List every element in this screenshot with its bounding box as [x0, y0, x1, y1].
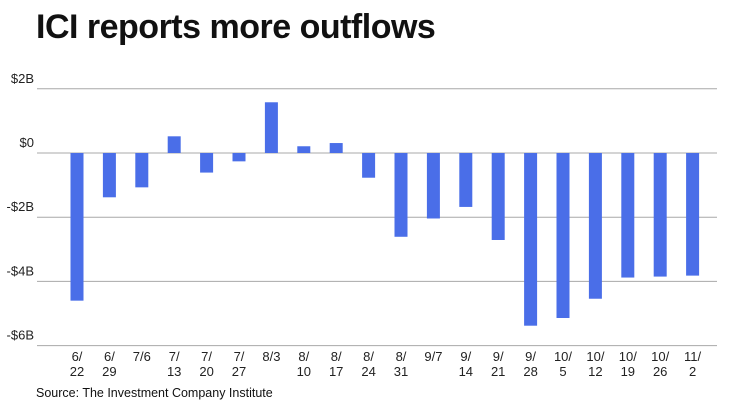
bar-10-26 — [653, 153, 667, 277]
x-tick-label: 21 — [491, 364, 505, 379]
x-tick-label: 10 — [297, 364, 311, 379]
bar-9-14 — [459, 153, 473, 207]
x-tick-label: 9/ — [460, 349, 471, 364]
x-tick-label: 9/ — [525, 349, 536, 364]
bar-7-20 — [200, 153, 214, 173]
y-tick-label: -$2B — [7, 199, 34, 214]
y-tick-label: $2B — [11, 71, 34, 86]
x-tick-label: 6/ — [104, 349, 115, 364]
bar-8-31 — [394, 153, 408, 237]
x-tick-label: 22 — [70, 364, 84, 379]
bar-6-22 — [70, 153, 84, 301]
y-tick-label: -$6B — [7, 328, 34, 343]
x-tick-label: 17 — [329, 364, 343, 379]
x-tick-label: 8/3 — [262, 349, 280, 364]
bar-10-12 — [588, 153, 602, 299]
x-tick-label: 8/ — [363, 349, 374, 364]
x-tick-label: 26 — [653, 364, 667, 379]
bar-8-10 — [297, 146, 311, 153]
x-tick-label: 9/7 — [424, 349, 442, 364]
bar-10-19 — [621, 153, 635, 278]
chart-title: ICI reports more outflows — [36, 8, 436, 46]
bar-7-13 — [167, 136, 181, 153]
x-tick-label: 10/ — [554, 349, 572, 364]
x-tick-label: 10/ — [651, 349, 669, 364]
bar-7-27 — [232, 153, 246, 162]
x-tick-label: 13 — [167, 364, 181, 379]
x-tick-label: 19 — [621, 364, 635, 379]
x-tick-label: 24 — [361, 364, 375, 379]
x-tick-label: 31 — [394, 364, 408, 379]
x-tick-label: 7/6 — [133, 349, 151, 364]
x-tick-label: 7/ — [169, 349, 180, 364]
x-tick-label: 28 — [523, 364, 537, 379]
x-tick-label: 27 — [232, 364, 246, 379]
x-tick-label: 7/ — [201, 349, 212, 364]
bar-8-17 — [329, 143, 343, 153]
x-tick-label: 7/ — [234, 349, 245, 364]
x-tick-label: 8/ — [298, 349, 309, 364]
bar-6-29 — [102, 153, 116, 198]
x-tick-label: 10/ — [619, 349, 637, 364]
x-tick-label: 2 — [689, 364, 696, 379]
x-tick-label: 12 — [588, 364, 602, 379]
x-tick-label: 10/ — [586, 349, 604, 364]
source-note: Source: The Investment Company Institute — [36, 386, 273, 400]
bar-9-21 — [491, 153, 505, 240]
bar-10-5 — [556, 153, 570, 318]
x-tick-label: 5 — [559, 364, 566, 379]
bar-9-28 — [524, 153, 538, 326]
y-tick-label: $0 — [20, 135, 34, 150]
x-tick-label: 6/ — [72, 349, 83, 364]
x-tick-label: 8/ — [331, 349, 342, 364]
x-tick-label: 29 — [102, 364, 116, 379]
x-tick-label: 8/ — [396, 349, 407, 364]
bar-11-2 — [686, 153, 700, 276]
bar-7-6 — [135, 153, 149, 188]
x-tick-label: 20 — [199, 364, 213, 379]
bar-8-24 — [362, 153, 376, 178]
x-tick-label: 9/ — [493, 349, 504, 364]
x-tick-label: 14 — [459, 364, 473, 379]
bar-8-3 — [264, 102, 278, 153]
bar-9-7 — [426, 153, 440, 219]
y-tick-label: -$4B — [7, 263, 34, 278]
x-tick-label: 11/ — [684, 349, 701, 364]
